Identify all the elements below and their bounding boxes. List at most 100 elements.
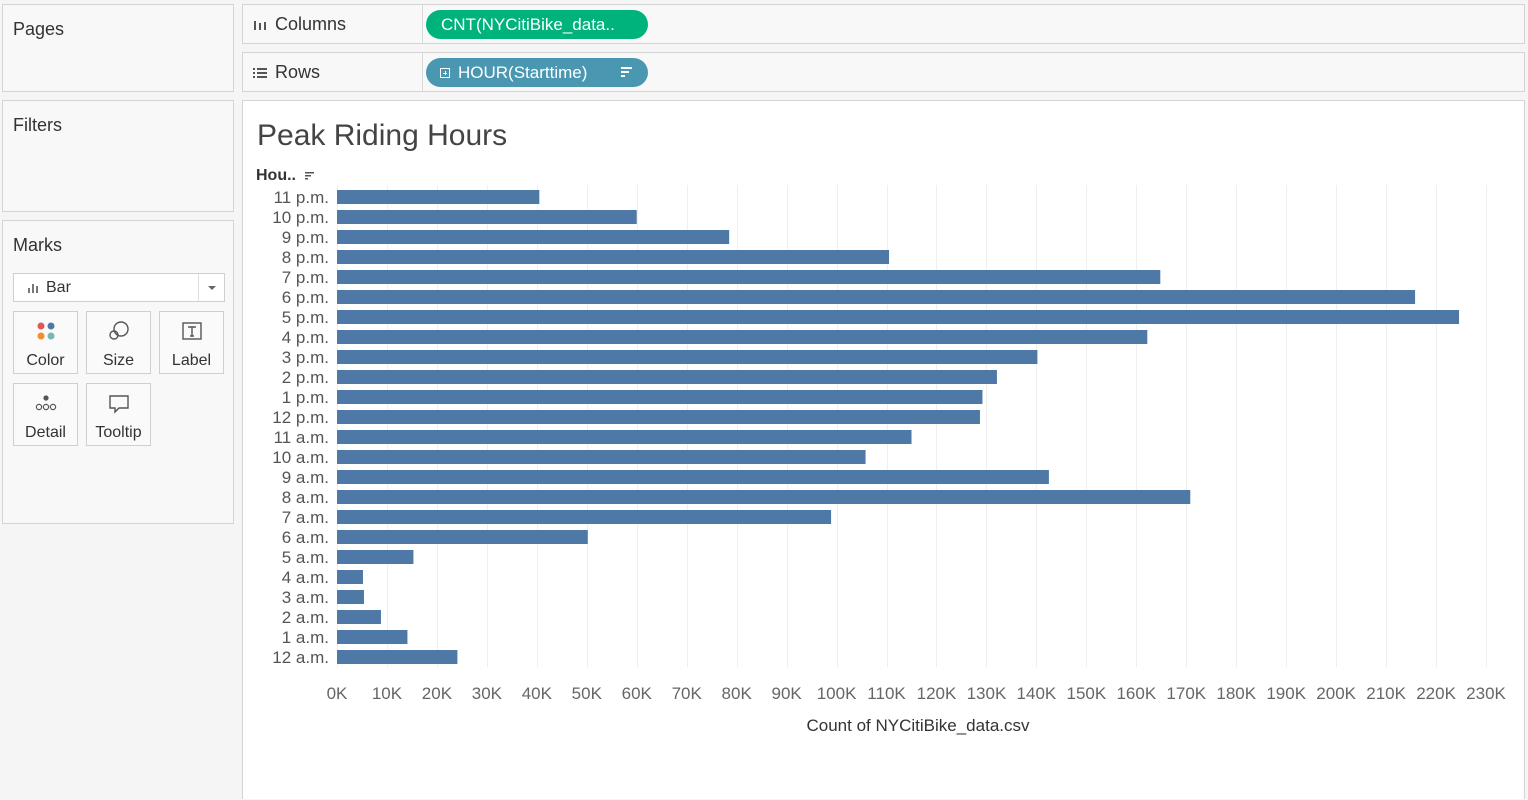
x-tick-label: 220K [1416, 684, 1456, 703]
bar[interactable] [337, 610, 381, 624]
bar[interactable] [337, 190, 540, 204]
rows-pill[interactable]: HOUR(Starttime) [426, 58, 648, 87]
x-tick-label: 20K [422, 684, 453, 703]
size-card[interactable]: Size [86, 311, 151, 374]
marks-panel: Marks Bar Color Size Label [2, 220, 234, 524]
category-label: 9 p.m. [282, 228, 329, 247]
bar[interactable] [337, 430, 912, 444]
color-label: Color [26, 352, 65, 369]
x-tick-label: 30K [472, 684, 503, 703]
bar[interactable] [337, 350, 1038, 364]
bar[interactable] [337, 530, 588, 544]
category-label: 2 p.m. [282, 368, 329, 387]
tooltip-icon [109, 395, 129, 414]
x-tick-label: 120K [917, 684, 957, 703]
expand-icon[interactable] [440, 68, 450, 78]
rows-pill-label: HOUR(Starttime) [458, 63, 588, 82]
sort-icon[interactable] [621, 67, 632, 78]
x-tick-label: 190K [1266, 684, 1306, 703]
bar[interactable] [337, 570, 363, 584]
category-label: 2 a.m. [282, 608, 329, 627]
category-label: 5 p.m. [282, 308, 329, 327]
tooltip-card[interactable]: Tooltip [86, 383, 151, 446]
columns-shelf[interactable]: Columns CNT(NYCitiBike_data.. [242, 4, 1525, 44]
category-label: 6 p.m. [282, 288, 329, 307]
mark-type-label: Bar [46, 279, 71, 296]
size-icon [109, 321, 129, 340]
chevron-down-icon[interactable] [198, 274, 224, 301]
bar[interactable] [337, 490, 1191, 504]
marks-title: Marks [13, 235, 62, 255]
bar[interactable] [337, 650, 458, 664]
category-label: 11 a.m. [274, 428, 329, 447]
category-label: 4 p.m. [282, 328, 329, 347]
label-label: Label [171, 352, 212, 369]
size-label: Size [102, 352, 135, 369]
x-tick-label: 0K [327, 684, 348, 703]
columns-label: Columns [275, 14, 347, 34]
rows-shelf[interactable]: Rows HOUR(Starttime) [242, 52, 1525, 92]
bar[interactable] [337, 410, 980, 424]
x-tick-label: 160K [1116, 684, 1156, 703]
sort-icon[interactable] [305, 172, 314, 174]
x-tick-label: 170K [1166, 684, 1206, 703]
x-tick-label: 100K [817, 684, 857, 703]
bar[interactable] [337, 290, 1416, 304]
detail-card[interactable]: Detail [13, 383, 78, 446]
x-tick-label: 10K [372, 684, 403, 703]
x-axis-label: Count of NYCitiBike_data.csv [807, 716, 1030, 735]
bar[interactable] [337, 630, 408, 644]
bar-chart: Hou.. 11 p.m.10 p.m.9 p.m.8 p.m.7 p.m.6 p… [256, 167, 1507, 735]
category-label: 3 p.m. [282, 348, 329, 367]
category-label: 10 p.m. [272, 208, 329, 227]
detail-label: Detail [25, 424, 66, 441]
chart-view: Peak Riding Hours Hou.. 11 p.m. 10 p.m. 9 p… [242, 100, 1525, 799]
bar[interactable] [337, 510, 832, 524]
label-card[interactable]: Label [159, 311, 224, 374]
rows-label: Rows [275, 62, 321, 82]
mark-type-dropdown[interactable]: Bar [13, 273, 225, 302]
filters-title: Filters [13, 115, 62, 135]
x-tick-label: 150K [1067, 684, 1107, 703]
bar[interactable] [337, 450, 866, 464]
category-label: 12 a.m. [272, 648, 329, 667]
bar[interactable] [337, 310, 1460, 324]
category-label: 6 a.m. [282, 528, 329, 547]
pages-panel[interactable]: Pages [2, 4, 234, 92]
category-label: 9 a.m. [282, 468, 329, 487]
bar[interactable] [337, 390, 983, 404]
bar[interactable] [337, 230, 730, 244]
color-card[interactable]: Color [13, 311, 78, 374]
chart-title: Peak Riding Hours [257, 119, 508, 152]
row-header: Hou.. [256, 167, 296, 184]
bar-chart-icon [28, 283, 40, 293]
bar[interactable] [337, 550, 414, 564]
x-tick-label: 140K [1017, 684, 1057, 703]
filters-panel[interactable]: Filters [2, 100, 234, 212]
rows-icon [253, 68, 267, 78]
x-tick-label: 40K [522, 684, 553, 703]
bar[interactable] [337, 590, 364, 604]
rows-shelf-label-box: Rows [243, 53, 423, 91]
x-tick-label: 80K [722, 684, 753, 703]
columns-icon [254, 21, 266, 30]
bar[interactable] [337, 330, 1148, 344]
category-label: 4 a.m. [282, 568, 329, 587]
tooltip-label: Tooltip [95, 424, 142, 441]
x-tick-label: 130K [967, 684, 1007, 703]
bar[interactable] [337, 250, 890, 264]
category-label: 1 a.m. [282, 628, 329, 647]
columns-pill[interactable]: CNT(NYCitiBike_data.. [426, 10, 648, 39]
columns-shelf-label-box: Columns [243, 5, 423, 43]
bar[interactable] [337, 470, 1049, 484]
category-label: 11 p.m. [274, 188, 329, 207]
category-label: 1 p.m. [282, 388, 329, 407]
bar[interactable] [337, 210, 637, 224]
color-icon [37, 322, 55, 340]
category-label: 5 a.m. [282, 548, 329, 567]
sort-icon[interactable] [305, 178, 308, 180]
bar[interactable] [337, 370, 997, 384]
bar[interactable] [337, 270, 1161, 284]
category-label: 8 a.m. [282, 488, 329, 507]
sort-icon[interactable] [305, 175, 311, 177]
